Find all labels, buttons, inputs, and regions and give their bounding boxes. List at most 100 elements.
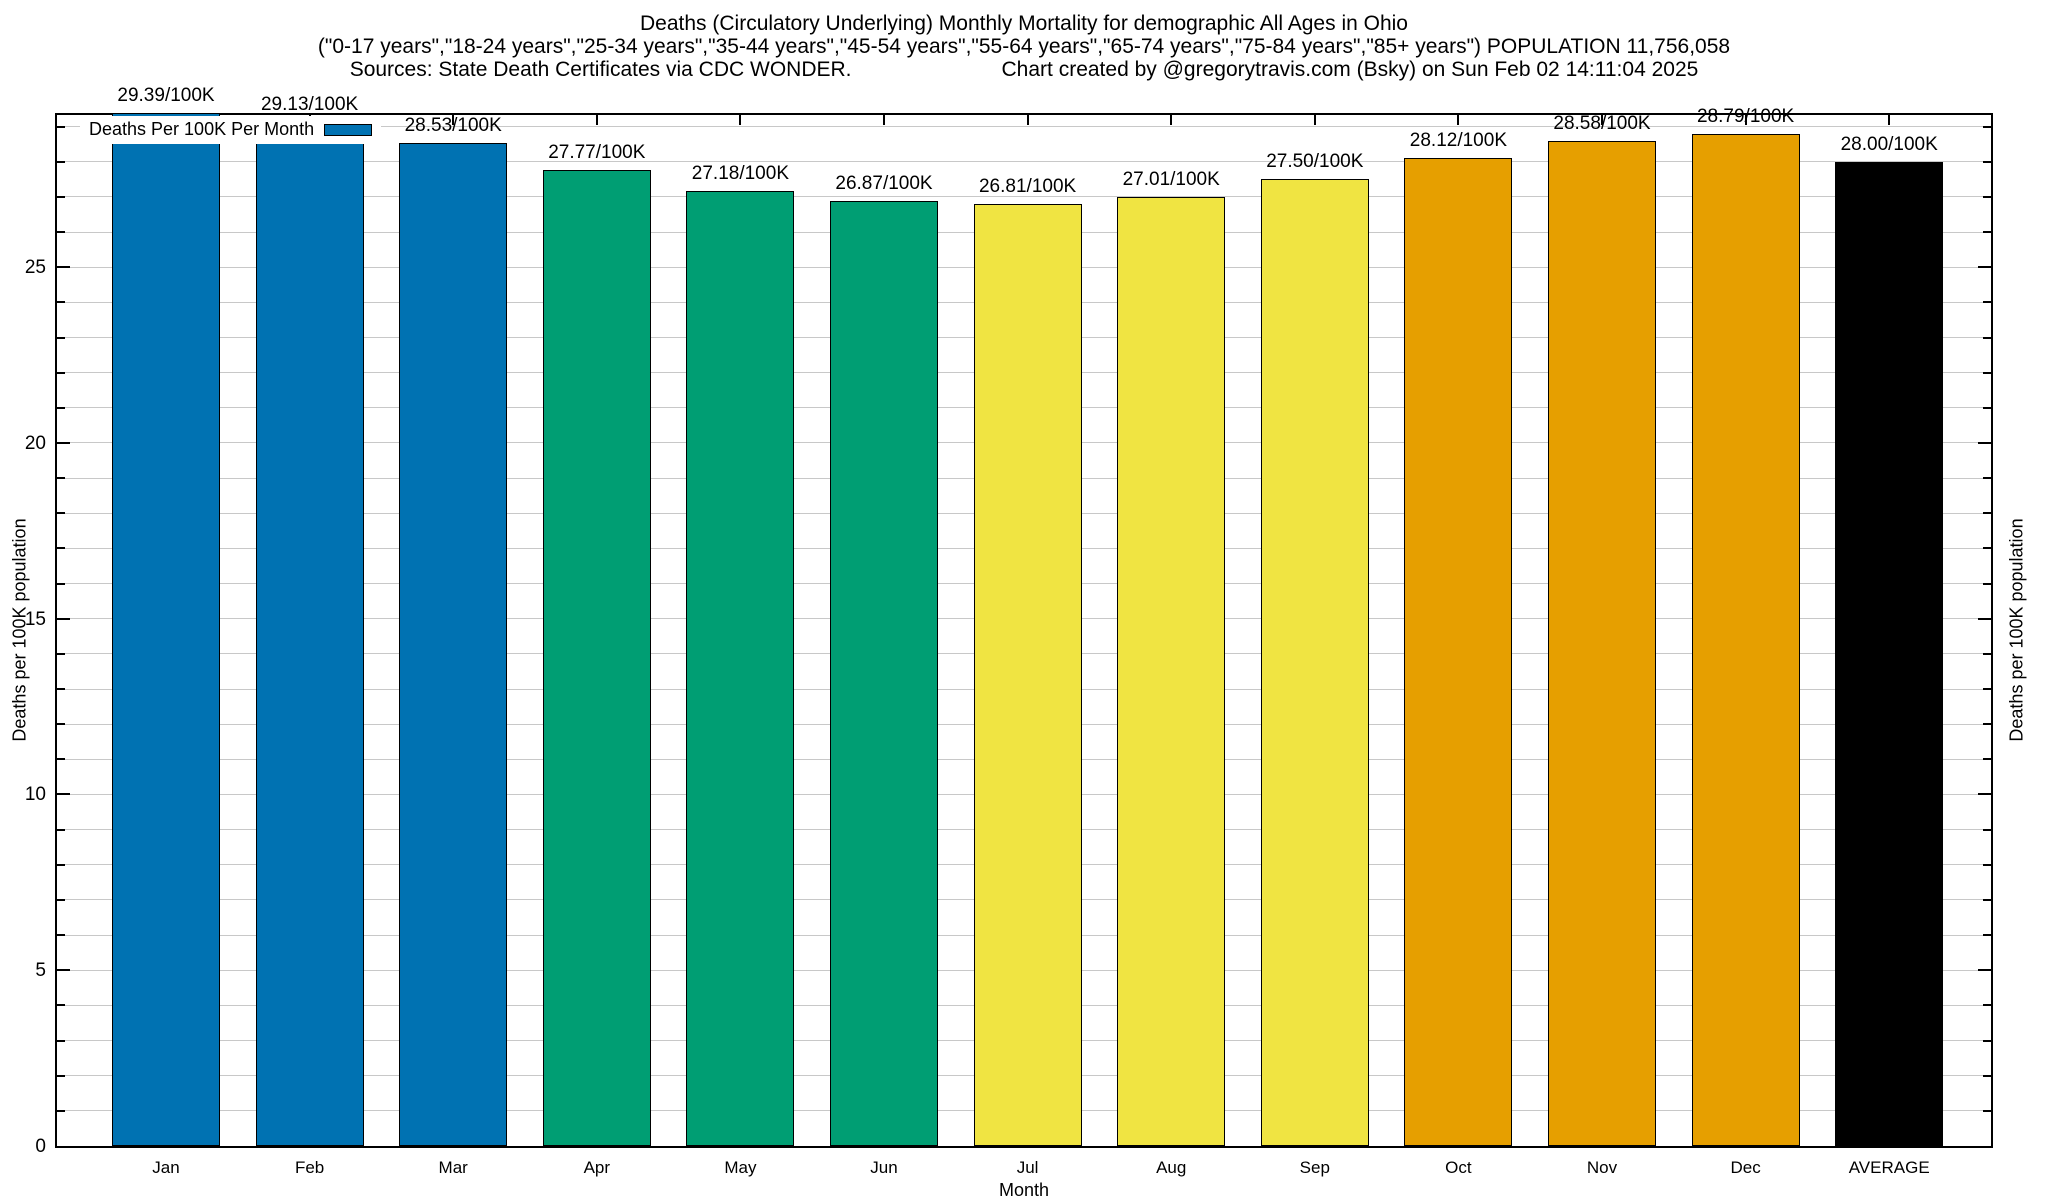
y-axis-tick xyxy=(57,793,70,796)
y-tick-label: 5 xyxy=(35,960,46,982)
bar-value-label: 27.50/100K xyxy=(1266,151,1364,173)
credit-text: Chart created by @gregorytravis.com (Bsk… xyxy=(1001,58,1699,81)
bar-jun xyxy=(830,201,938,1146)
y-axis-label-left: Deaths per 100K population xyxy=(9,518,30,742)
y-axis-tick xyxy=(1983,547,1991,550)
bar-value-label: 26.87/100K xyxy=(835,173,933,195)
bar-value-label: 28.79/100K xyxy=(1696,105,1795,127)
sources-text: Sources: State Death Certificates via CD… xyxy=(349,58,852,81)
gridline xyxy=(57,196,1991,198)
bar-value-label: 27.77/100K xyxy=(548,141,646,163)
bar-jan xyxy=(112,112,220,1146)
x-axis-top-tick xyxy=(452,115,455,125)
y-axis-tick xyxy=(57,617,70,620)
bar-value-label: 28.00/100K xyxy=(1840,133,1938,155)
x-tick-label-nov: Nov xyxy=(1586,1158,1618,1177)
x-axis-top-tick xyxy=(1313,115,1316,125)
y-axis-tick xyxy=(57,934,65,937)
y-axis-tick xyxy=(1983,934,1991,937)
x-axis-top-tick xyxy=(595,115,598,125)
bar-value-label: 29.39/100K xyxy=(117,84,215,106)
y-axis-tick xyxy=(57,512,65,515)
y-axis-tick xyxy=(1978,441,1991,444)
x-axis-top-tick xyxy=(1888,115,1891,125)
chart-subtitle-demographics: ("0-17 years","18-24 years","25-34 years… xyxy=(317,35,1731,58)
y-axis-tick xyxy=(1978,266,1991,269)
bar-value-label: 27.01/100K xyxy=(1122,168,1220,190)
y-axis-tick xyxy=(1983,336,1991,339)
bar-value-label: 29.13/100K xyxy=(260,94,359,116)
y-axis-tick xyxy=(1983,652,1991,655)
y-axis-tick xyxy=(1978,793,1991,796)
y-axis-tick xyxy=(1983,477,1991,480)
x-tick-label-apr: Apr xyxy=(583,1158,611,1177)
y-axis-tick xyxy=(1983,828,1991,831)
x-axis-top-tick xyxy=(1744,115,1747,125)
y-axis-tick xyxy=(57,336,65,339)
x-axis-label: Month xyxy=(998,1180,1050,1200)
y-axis-tick xyxy=(1983,231,1991,234)
y-axis-tick xyxy=(57,688,65,691)
y-axis-tick xyxy=(1983,758,1991,761)
bar-value-label: 28.58/100K xyxy=(1553,113,1651,135)
y-axis-tick xyxy=(57,969,70,972)
y-axis-tick xyxy=(57,1004,65,1007)
x-tick-label-average: AVERAGE xyxy=(1848,1158,1930,1177)
y-axis-tick xyxy=(1978,617,1991,620)
y-axis-tick xyxy=(1983,1039,1991,1042)
bar-nov xyxy=(1548,141,1656,1146)
x-axis-top-tick xyxy=(1457,115,1460,125)
y-tick-label: 25 xyxy=(24,257,46,279)
legend: Deaths Per 100K Per Month xyxy=(80,116,382,144)
x-axis-top-tick xyxy=(883,115,885,125)
bar-dec xyxy=(1691,133,1800,1146)
x-tick-label-feb: Feb xyxy=(294,1158,325,1177)
x-axis-top-tick xyxy=(1026,115,1029,125)
y-axis-tick xyxy=(1983,863,1991,866)
legend-swatch xyxy=(324,123,373,136)
y-axis-label-right: Deaths per 100K population xyxy=(2006,518,2027,742)
bar-value-label: 26.81/100K xyxy=(978,175,1077,197)
y-axis-tick xyxy=(57,652,65,655)
y-axis-tick xyxy=(57,195,65,198)
y-axis-tick xyxy=(1983,1109,1991,1112)
y-axis-tick xyxy=(57,231,65,234)
y-axis-tick xyxy=(1983,688,1991,691)
y-axis-tick xyxy=(1983,371,1991,374)
bar-apr xyxy=(542,169,651,1146)
y-axis-tick xyxy=(57,406,65,409)
x-tick-label-jul: Jul xyxy=(1016,1158,1039,1177)
gridline xyxy=(57,161,1991,163)
x-axis-top-tick xyxy=(739,115,742,125)
bar-may xyxy=(686,190,795,1146)
y-axis-tick xyxy=(1983,1004,1991,1007)
y-axis-tick xyxy=(1983,512,1991,515)
gridline xyxy=(57,126,1991,128)
x-tick-label-oct: Oct xyxy=(1445,1158,1472,1177)
y-axis-tick xyxy=(1978,969,1991,972)
x-tick-label-jan: Jan xyxy=(152,1158,180,1177)
x-axis-top-tick xyxy=(1170,115,1173,125)
y-axis-tick xyxy=(1983,406,1991,409)
y-tick-label: 15 xyxy=(24,608,46,630)
y-axis-tick xyxy=(57,898,65,901)
y-axis-tick xyxy=(57,1109,65,1112)
bar-feb xyxy=(255,122,364,1146)
y-tick-label: 10 xyxy=(24,784,46,806)
bar-mar xyxy=(399,143,508,1146)
y-axis-tick xyxy=(1983,195,1991,198)
chart-title: Deaths (Circulatory Underlying) Monthly … xyxy=(640,12,1408,35)
y-axis-tick xyxy=(57,266,70,269)
y-axis-tick xyxy=(57,828,65,831)
y-axis-tick xyxy=(57,723,65,726)
y-axis-tick xyxy=(1983,1074,1991,1077)
bar-average xyxy=(1835,161,1944,1146)
chart-subtitle-sources: Sources: State Death Certificates via CD… xyxy=(0,58,2048,82)
y-axis-tick xyxy=(57,125,65,128)
y-axis-tick xyxy=(1983,160,1991,163)
y-axis-tick xyxy=(1983,125,1991,128)
x-tick-label-dec: Dec xyxy=(1730,1158,1761,1177)
plot-area: Deaths Per 100K Per Month 29.39/100K 29.1… xyxy=(55,85,1993,1148)
y-axis-tick xyxy=(57,863,65,866)
